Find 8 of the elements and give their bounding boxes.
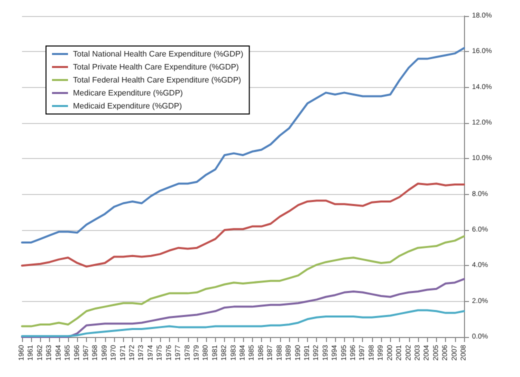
legend-label: Total National Health Care Expenditure (%GDP) bbox=[73, 50, 244, 58]
legend-label: Medicare Expenditure (%GDP) bbox=[73, 88, 184, 98]
legend-label: Total Private Health Care Expenditure (%GDP) bbox=[73, 62, 240, 72]
line-series bbox=[21, 47, 465, 244]
legend-label: Total Federal Health Care Expenditure (%GDP) bbox=[73, 76, 242, 84]
line-series bbox=[21, 182, 465, 268]
line-series bbox=[21, 235, 465, 328]
legend-label: Medicaid Expenditure (%GDP) bbox=[73, 102, 182, 110]
